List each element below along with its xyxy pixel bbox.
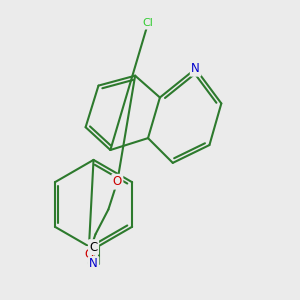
- Text: N: N: [89, 257, 98, 270]
- Text: O: O: [84, 248, 93, 260]
- Text: C: C: [89, 241, 98, 254]
- Text: O: O: [113, 175, 122, 188]
- Text: N: N: [191, 62, 200, 75]
- Text: Cl: Cl: [142, 18, 154, 28]
